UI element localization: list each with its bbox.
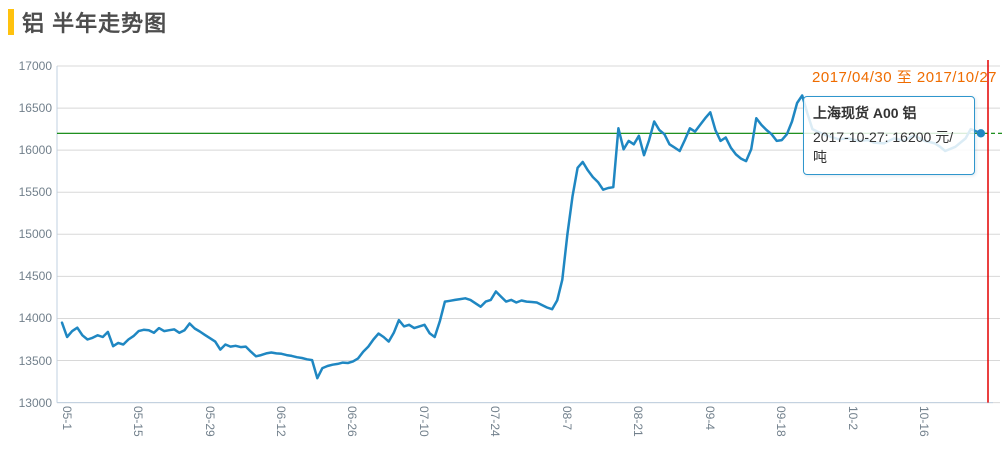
price-series-line[interactable] <box>60 94 983 380</box>
y-tick-label: 15500 <box>18 185 52 200</box>
title-accent-bar <box>8 9 14 35</box>
tooltip: 上海现货 A00 铝 2017-10-27: 16200 元/吨 <box>803 96 975 175</box>
x-tick-label: 05-1 <box>59 405 74 430</box>
y-tick-label: 14000 <box>18 311 52 326</box>
y-tick-label: 13500 <box>18 353 52 368</box>
x-tick-label: 08-7 <box>559 405 574 430</box>
y-tick-label: 17000 <box>18 59 52 73</box>
page-title: 铝 半年走势图 <box>22 11 168 36</box>
x-tick-label: 07-10 <box>416 405 431 437</box>
x-tick-label: 06-12 <box>274 405 288 437</box>
x-tick-label: 10-2 <box>845 405 860 430</box>
y-tick-label: 16000 <box>18 143 52 158</box>
x-tick-label: 09-18 <box>774 405 789 437</box>
x-tick-label: 05-29 <box>202 405 217 437</box>
x-tick-label: 09-4 <box>702 405 717 430</box>
x-tick-label: 05-15 <box>131 405 146 437</box>
y-tick-label: 14500 <box>18 269 52 284</box>
y-tick-label: 16500 <box>18 101 52 116</box>
y-tick-label: 15000 <box>18 227 52 242</box>
x-tick-label: 06-26 <box>345 405 360 437</box>
date-range-label: 2017/04/30 至 2017/10/27 <box>812 69 997 86</box>
x-tick-label: 08-21 <box>631 405 646 437</box>
last-point-marker[interactable] <box>976 129 986 138</box>
tooltip-series-name: 上海现货 A00 铝 <box>813 105 917 121</box>
x-tick-label: 07-24 <box>488 405 503 437</box>
x-tick-label: 10-16 <box>917 405 932 437</box>
tooltip-value: 2017-10-27: 16200 元/吨 <box>813 129 954 165</box>
y-tick-label: 13000 <box>18 395 52 410</box>
